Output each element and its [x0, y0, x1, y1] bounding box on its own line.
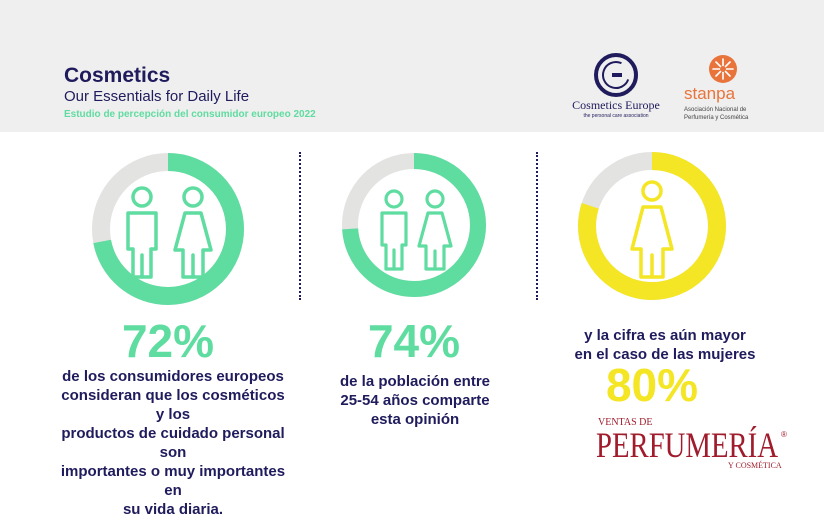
stat-percent-74: 74%	[367, 315, 461, 367]
stat-line: y la cifra es aún mayor	[584, 327, 746, 344]
page-title: Cosmetics	[64, 64, 171, 87]
column-divider	[536, 152, 538, 300]
publisher-bottom: Y COSMÉTICA	[728, 460, 782, 470]
progress-ring-80	[578, 152, 726, 300]
woman-icon	[417, 189, 453, 271]
ring-progress-fill	[342, 153, 486, 297]
stanpa-line-1: Asociación Nacional de	[684, 107, 747, 113]
man-icon	[380, 189, 408, 271]
stat-description-72: de los consumidores europeos consideran …	[58, 367, 288, 519]
stanpa-name: stanpa	[684, 84, 736, 103]
stat-line: consideran que los cosméticos y los	[61, 387, 285, 423]
column-divider	[299, 152, 301, 300]
progress-ring-74	[342, 153, 486, 297]
stat-line: productos de cuidado personal son	[61, 425, 285, 461]
cosmetics-europe-logo: Cosmetics Europe the personal care assoc…	[566, 52, 666, 124]
stat-line: su vida diaria.	[122, 501, 224, 518]
stanpa-line-2: Perfumería y Cosmética	[684, 115, 749, 121]
woman-icon	[173, 186, 213, 279]
stanpa-flower-icon	[709, 55, 737, 83]
ventas-de-perfumeria-logo: VENTAS DE PERFUMERÍA ® Y COSMÉTICA	[596, 417, 787, 470]
stat-description-74: de la población entre 25-54 años compart…	[310, 372, 520, 429]
cosmetics-europe-icon	[594, 53, 638, 97]
publisher-main: PERFUMERÍA	[596, 425, 778, 465]
stat-line: esta opinión	[370, 411, 460, 428]
cosmetics-europe-tagline: the personal care association	[583, 113, 649, 119]
progress-ring-72	[92, 153, 244, 305]
publisher-top: VENTAS DE	[598, 417, 652, 428]
stat-line: en el caso de las mujeres	[574, 346, 756, 363]
cosmetics-europe-name: Cosmetics Europe	[572, 98, 660, 112]
stat-line: de la población entre	[339, 373, 491, 390]
ring-progress-fill	[578, 152, 726, 300]
stat-line: 25-54 años comparte	[340, 392, 490, 409]
header-band	[0, 0, 824, 132]
man-icon	[126, 186, 158, 279]
stat-description-80: y la cifra es aún mayor en el caso de la…	[560, 326, 770, 364]
woman-icon	[630, 180, 674, 279]
stanpa-logo: stanpa Asociación Nacional de Perfumería…	[684, 54, 774, 124]
stat-line: importantes o muy importantes en	[60, 463, 286, 499]
publisher-registered: ®	[781, 430, 787, 439]
page-subtitle: Our Essentials for Daily Life	[64, 88, 250, 105]
stat-line: de los consumidores europeos	[62, 368, 284, 385]
study-caption: Estudio de percepción del consumidor eur…	[64, 109, 316, 120]
ring-progress-fill	[92, 153, 244, 305]
stat-percent-72: 72%	[121, 315, 215, 367]
stat-percent-80: 80%	[605, 359, 699, 411]
